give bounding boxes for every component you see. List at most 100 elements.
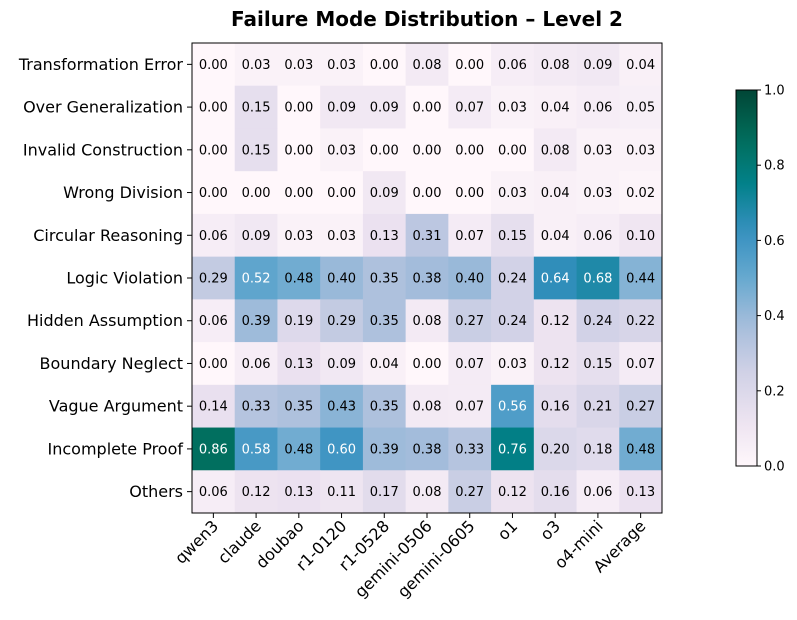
cell-value-wrong-division-r1-0120: 0.00: [327, 186, 356, 201]
cell-value-boundary-neglect-gemini-0605: 0.07: [455, 357, 484, 372]
cell-over-generalization-gemini-0605: [448, 85, 492, 129]
cell-logic-violation-gemini-0506: [405, 256, 449, 300]
cell-over-generalization-o1: [491, 85, 535, 129]
cell-circular-reasoning-gemini-0506: [405, 213, 449, 258]
cell-boundary-neglect-o3: [533, 342, 577, 386]
cell-value-over-generalization-qwen3: 0.00: [199, 101, 228, 116]
cell-hidden-assumption-r1-0528: [362, 299, 407, 343]
heatmap-cells: [192, 43, 663, 514]
colorbar-tick-label: 0.8: [764, 159, 785, 174]
cell-value-hidden-assumption-o4-mini: 0.24: [583, 314, 612, 329]
cell-over-generalization-average: [619, 85, 663, 129]
cell-value-wrong-division-average: 0.02: [626, 186, 655, 201]
cell-hidden-assumption-o4-mini: [576, 299, 620, 343]
cell-value-hidden-assumption-o3: 0.12: [541, 314, 570, 329]
cell-invalid-construction-qwen3: [192, 128, 236, 172]
cell-value-circular-reasoning-doubao: 0.03: [284, 229, 313, 244]
cell-value-circular-reasoning-gemini-0506: 0.31: [413, 229, 442, 244]
row-label-boundary-neglect: Boundary Neglect: [40, 354, 183, 373]
cell-value-incomplete-proof-qwen3: 0.86: [199, 442, 228, 457]
cell-value-vague-argument-gemini-0605: 0.07: [455, 400, 484, 415]
cell-hidden-assumption-o1: [491, 299, 535, 343]
cell-invalid-construction-o1: [491, 128, 535, 172]
cell-invalid-construction-r1-0528: [362, 128, 407, 172]
cell-value-vague-argument-gemini-0506: 0.08: [413, 400, 442, 415]
cell-hidden-assumption-claude: [234, 299, 278, 343]
cell-logic-violation-qwen3: [192, 256, 236, 300]
cell-circular-reasoning-o3: [533, 213, 577, 258]
row-label-invalid-construction: Invalid Construction: [23, 140, 183, 159]
cell-transformation-error-o3: [533, 43, 577, 87]
cell-logic-violation-o3: [533, 256, 577, 300]
cell-value-invalid-construction-qwen3: 0.00: [199, 143, 228, 158]
cell-value-hidden-assumption-claude: 0.39: [242, 314, 271, 329]
cell-hidden-assumption-gemini-0605: [448, 299, 492, 343]
cell-others-gemini-0506: [405, 470, 449, 514]
cell-over-generalization-o4-mini: [576, 85, 620, 129]
cell-value-vague-argument-qwen3: 0.14: [199, 400, 228, 415]
cell-others-gemini-0605: [448, 470, 492, 514]
cell-value-transformation-error-average: 0.04: [626, 58, 655, 73]
cell-value-incomplete-proof-average: 0.48: [626, 442, 655, 457]
cell-value-invalid-construction-gemini-0605: 0.00: [455, 143, 484, 158]
cell-invalid-construction-average: [619, 128, 663, 172]
cell-value-hidden-assumption-o1: 0.24: [498, 314, 527, 329]
cell-logic-violation-doubao: [277, 256, 321, 300]
colorbar-tick-label: 0.4: [764, 309, 785, 324]
cell-value-others-r1-0120: 0.11: [327, 485, 356, 500]
cell-boundary-neglect-doubao: [277, 342, 321, 386]
row-label-circular-reasoning: Circular Reasoning: [33, 226, 183, 245]
cell-value-wrong-division-doubao: 0.00: [284, 186, 313, 201]
cell-value-invalid-construction-r1-0528: 0.00: [370, 143, 399, 158]
cell-logic-violation-r1-0528: [362, 256, 407, 300]
cell-value-others-claude: 0.12: [242, 485, 271, 500]
cell-wrong-division-o3: [533, 171, 577, 215]
cell-value-incomplete-proof-r1-0120: 0.60: [327, 442, 356, 457]
cell-transformation-error-doubao: [277, 43, 321, 87]
cell-value-logic-violation-gemini-0605: 0.40: [455, 272, 484, 287]
cell-circular-reasoning-average: [619, 213, 663, 258]
cell-wrong-division-o4-mini: [576, 171, 620, 215]
column-label-o3: o3: [536, 516, 564, 544]
cell-transformation-error-gemini-0506: [405, 43, 449, 87]
colorbar-gradient: [735, 89, 758, 467]
cell-boundary-neglect-r1-0120: [320, 342, 364, 386]
cell-value-over-generalization-gemini-0605: 0.07: [455, 101, 484, 116]
cell-value-transformation-error-gemini-0605: 0.00: [455, 58, 484, 73]
cell-value-incomplete-proof-o3: 0.20: [541, 442, 570, 457]
cell-hidden-assumption-qwen3: [192, 299, 236, 343]
cell-circular-reasoning-claude: [234, 213, 278, 258]
cell-invalid-construction-r1-0120: [320, 128, 364, 172]
cell-hidden-assumption-average: [619, 299, 663, 343]
chart-title: Failure Mode Distribution – Level 2: [231, 7, 623, 31]
cell-hidden-assumption-gemini-0506: [405, 299, 449, 343]
cell-boundary-neglect-r1-0528: [362, 342, 407, 386]
cell-value-circular-reasoning-r1-0120: 0.03: [327, 229, 356, 244]
cell-invalid-construction-claude: [234, 128, 278, 172]
cell-value-transformation-error-gemini-0506: 0.08: [413, 58, 442, 73]
cell-value-transformation-error-o3: 0.08: [541, 58, 570, 73]
cell-value-over-generalization-r1-0120: 0.09: [327, 101, 356, 116]
cell-value-boundary-neglect-r1-0120: 0.09: [327, 357, 356, 372]
cell-over-generalization-o3: [533, 85, 577, 129]
cell-value-vague-argument-r1-0120: 0.43: [327, 400, 356, 415]
cell-boundary-neglect-average: [619, 342, 663, 386]
row-labels: Transformation Error Over Generalization I…: [18, 55, 192, 501]
cell-transformation-error-r1-0528: [362, 43, 407, 87]
cell-value-others-gemini-0506: 0.08: [413, 485, 442, 500]
cell-wrong-division-average: [619, 171, 663, 215]
cell-value-circular-reasoning-qwen3: 0.06: [199, 229, 228, 244]
cell-value-hidden-assumption-gemini-0605: 0.27: [455, 314, 484, 329]
cell-value-incomplete-proof-gemini-0506: 0.38: [413, 442, 442, 457]
cell-incomplete-proof-average: [619, 427, 663, 471]
cell-value-wrong-division-o1: 0.03: [498, 186, 527, 201]
cell-value-hidden-assumption-gemini-0506: 0.08: [413, 314, 442, 329]
cell-value-boundary-neglect-o3: 0.12: [541, 357, 570, 372]
cell-value-vague-argument-claude: 0.33: [242, 400, 271, 415]
cell-value-circular-reasoning-claude: 0.09: [242, 229, 271, 244]
cell-transformation-error-o1: [491, 43, 535, 87]
cell-wrong-division-r1-0528: [362, 171, 407, 215]
cell-value-boundary-neglect-o4-mini: 0.15: [583, 357, 612, 372]
cell-logic-violation-r1-0120: [320, 256, 364, 300]
cell-value-invalid-construction-doubao: 0.00: [284, 143, 313, 158]
